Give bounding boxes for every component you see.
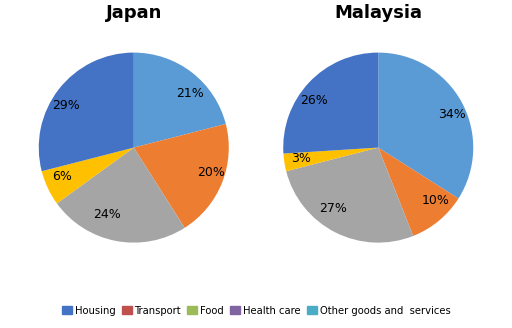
Wedge shape xyxy=(57,148,185,243)
Wedge shape xyxy=(42,148,134,203)
Text: 3%: 3% xyxy=(291,152,311,165)
Text: 34%: 34% xyxy=(438,108,466,121)
Text: 6%: 6% xyxy=(52,170,72,183)
Title: Japan: Japan xyxy=(105,4,162,22)
Wedge shape xyxy=(283,52,378,154)
Text: 29%: 29% xyxy=(52,99,80,112)
Wedge shape xyxy=(134,124,229,228)
Text: 26%: 26% xyxy=(301,94,328,107)
Wedge shape xyxy=(134,52,226,148)
Text: 27%: 27% xyxy=(319,202,347,215)
Wedge shape xyxy=(286,148,413,243)
Text: 20%: 20% xyxy=(197,166,225,179)
Legend: Housing, Transport, Food, Health care, Other goods and  services: Housing, Transport, Food, Health care, O… xyxy=(58,302,454,320)
Wedge shape xyxy=(378,148,458,236)
Wedge shape xyxy=(378,52,473,198)
Wedge shape xyxy=(284,148,378,171)
Text: 24%: 24% xyxy=(93,208,121,221)
Wedge shape xyxy=(39,52,134,171)
Text: 21%: 21% xyxy=(176,87,203,100)
Title: Malaysia: Malaysia xyxy=(334,4,422,22)
Text: 10%: 10% xyxy=(422,194,450,207)
